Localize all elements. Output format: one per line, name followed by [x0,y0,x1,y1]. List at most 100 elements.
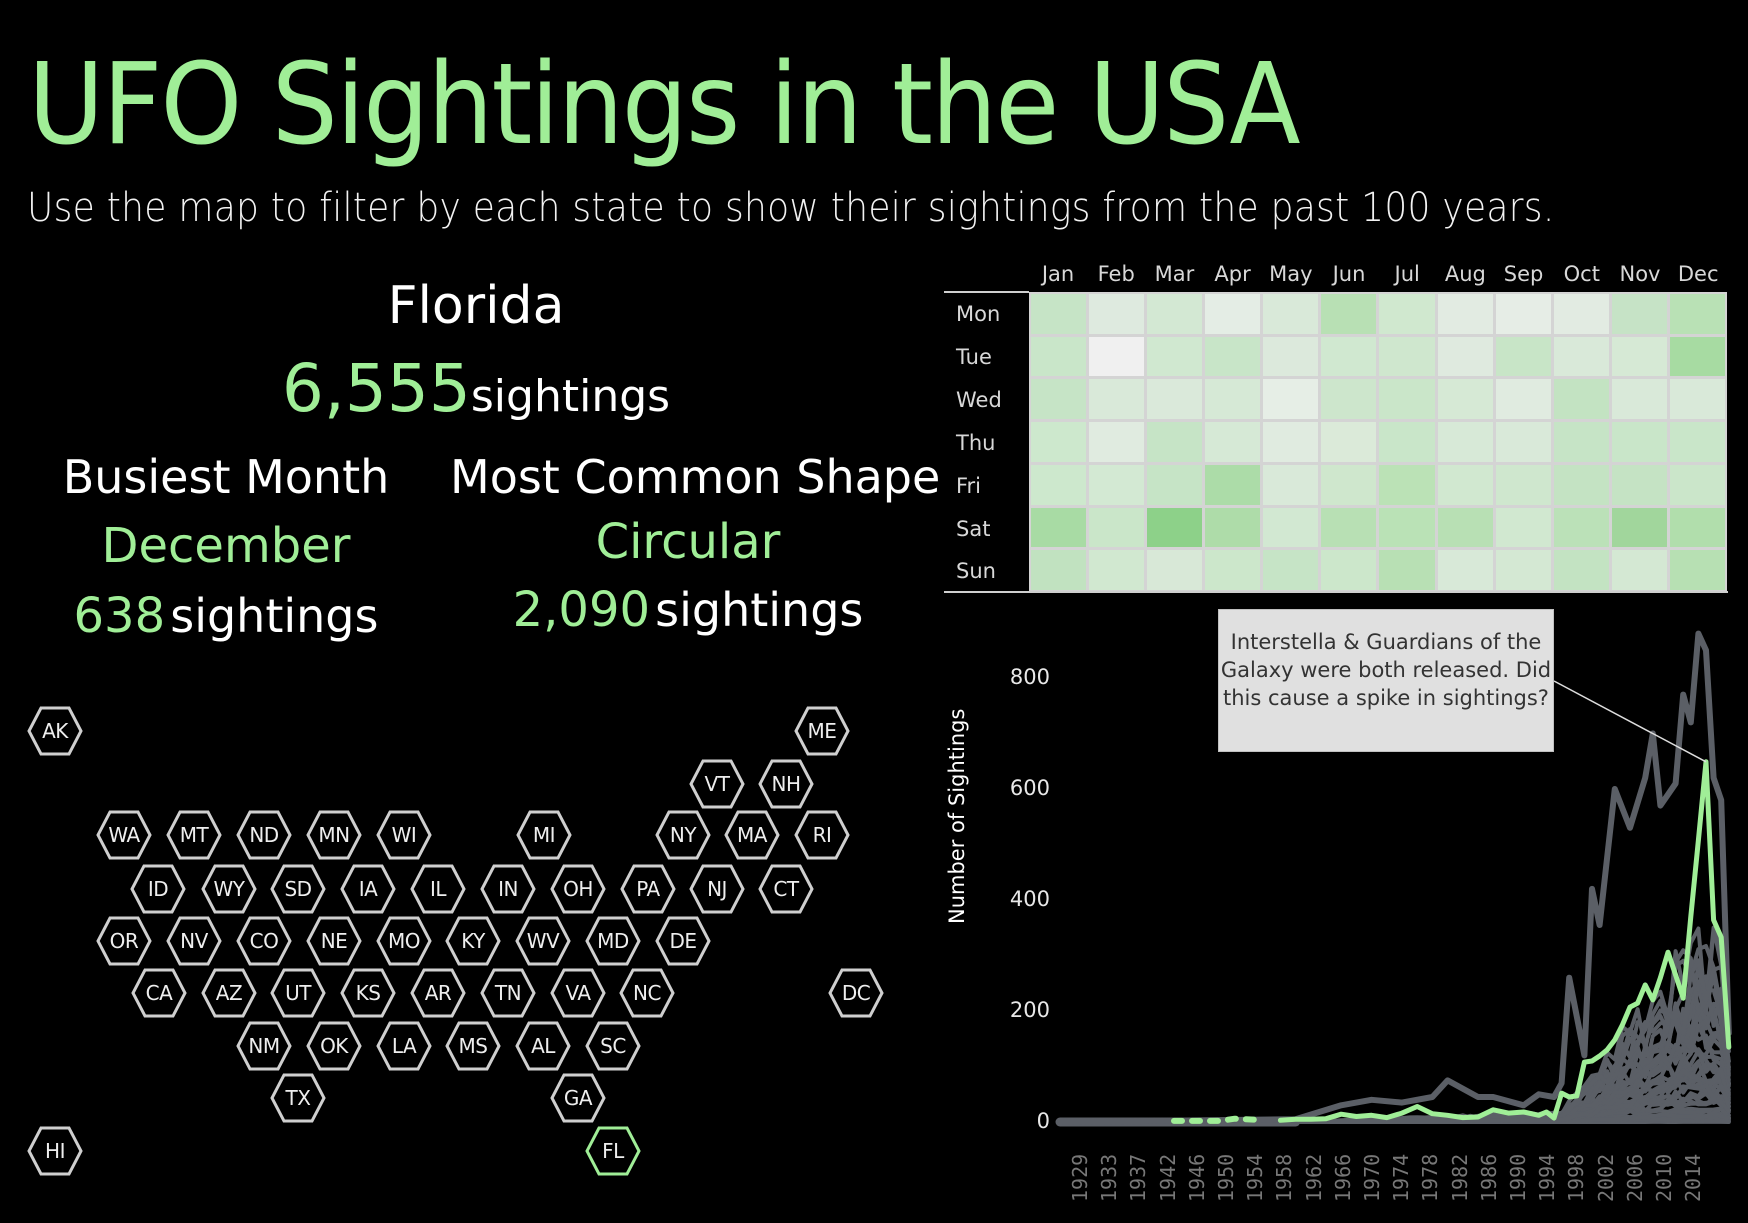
state-hex-vt[interactable]: VT [689,759,745,809]
state-hex-nm[interactable]: NM [236,1021,292,1071]
state-hex-ia[interactable]: IA [340,864,396,914]
heatmap-cell[interactable] [1495,464,1551,505]
state-hex-in[interactable]: IN [480,864,536,914]
state-hex-wy[interactable]: WY [201,864,257,914]
heatmap-cell[interactable] [1031,507,1087,548]
heatmap-cell[interactable] [1379,550,1435,590]
heatmap-cell[interactable] [1611,507,1667,548]
heatmap-cell[interactable] [1611,336,1667,377]
heatmap-cell[interactable] [1089,336,1145,377]
heatmap-cell[interactable] [1263,336,1319,377]
state-hex-pa[interactable]: PA [620,864,676,914]
heatmap-cell[interactable] [1611,550,1667,590]
heatmap-cell[interactable] [1437,294,1493,334]
heatmap-cell[interactable] [1263,507,1319,548]
state-hex-nv[interactable]: NV [166,916,222,966]
heatmap-cell[interactable] [1379,336,1435,377]
state-hex-wa[interactable]: WA [96,810,152,860]
state-hex-ny[interactable]: NY [655,810,711,860]
heatmap-cell[interactable] [1263,379,1319,420]
heatmap-cell[interactable] [1205,550,1261,590]
state-hex-id[interactable]: ID [130,864,186,914]
heatmap-cell[interactable] [1089,294,1145,334]
heatmap-cell[interactable] [1263,422,1319,462]
state-hex-ut[interactable]: UT [270,968,326,1018]
heatmap-cell[interactable] [1611,422,1667,462]
heatmap-cell[interactable] [1437,550,1493,590]
state-hex-ky[interactable]: KY [445,916,501,966]
heatmap-cell[interactable] [1031,464,1087,505]
heatmap-cell[interactable] [1611,379,1667,420]
heatmap-cell[interactable] [1553,422,1609,462]
heatmap-cell[interactable] [1669,379,1725,420]
state-hex-de[interactable]: DE [655,916,711,966]
heatmap-cell[interactable] [1553,464,1609,505]
state-hex-ok[interactable]: OK [306,1021,362,1071]
heatmap-cell[interactable] [1495,336,1551,377]
heatmap-cell[interactable] [1669,294,1725,334]
heatmap-cell[interactable] [1147,507,1203,548]
state-hex-ga[interactable]: GA [550,1073,606,1123]
heatmap-cell[interactable] [1031,422,1087,462]
heatmap-cell[interactable] [1263,550,1319,590]
heatmap-cell[interactable] [1031,550,1087,590]
state-hex-dc[interactable]: DC [828,968,884,1018]
state-hex-la[interactable]: LA [376,1021,432,1071]
heatmap-cell[interactable] [1205,464,1261,505]
heatmap-cell[interactable] [1553,550,1609,590]
heatmap-cell[interactable] [1031,379,1087,420]
heatmap-cell[interactable] [1379,294,1435,334]
heatmap-cell[interactable] [1553,379,1609,420]
state-hex-nh[interactable]: NH [758,759,814,809]
heatmap-cell[interactable] [1205,379,1261,420]
state-hex-mi[interactable]: MI [516,810,572,860]
heatmap-cell[interactable] [1669,422,1725,462]
heatmap-cell[interactable] [1031,294,1087,334]
heatmap-cell[interactable] [1379,464,1435,505]
state-hex-ma[interactable]: MA [724,810,780,860]
heatmap-cell[interactable] [1321,507,1377,548]
heatmap-cell[interactable] [1089,422,1145,462]
state-hex-or[interactable]: OR [96,916,152,966]
state-hex-il[interactable]: IL [410,864,466,914]
state-hex-co[interactable]: CO [236,916,292,966]
state-hex-al[interactable]: AL [515,1021,571,1071]
heatmap-cell[interactable] [1205,336,1261,377]
heatmap-cell[interactable] [1321,336,1377,377]
state-hex-mt[interactable]: MT [166,810,222,860]
state-hex-me[interactable]: ME [794,706,850,756]
heatmap-cell[interactable] [1669,336,1725,377]
heatmap-cell[interactable] [1147,550,1203,590]
heatmap-cell[interactable] [1089,464,1145,505]
heatmap-cell[interactable] [1379,507,1435,548]
heatmap-cell[interactable] [1263,464,1319,505]
heatmap-cell[interactable] [1437,379,1493,420]
heatmap-cell[interactable] [1495,507,1551,548]
heatmap-cell[interactable] [1147,336,1203,377]
state-hex-nj[interactable]: NJ [689,864,745,914]
heatmap-cell[interactable] [1147,294,1203,334]
state-hex-wi[interactable]: WI [376,810,432,860]
heatmap-cell[interactable] [1495,294,1551,334]
heatmap-cell[interactable] [1437,464,1493,505]
heatmap-cell[interactable] [1437,422,1493,462]
state-hex-tn[interactable]: TN [480,968,536,1018]
heatmap-cell[interactable] [1495,379,1551,420]
heatmap-cell[interactable] [1553,294,1609,334]
heatmap-cell[interactable] [1669,550,1725,590]
state-hex-ct[interactable]: CT [758,864,814,914]
heatmap-cell[interactable] [1321,379,1377,420]
state-hex-ks[interactable]: KS [340,968,396,1018]
heatmap-cell[interactable] [1669,464,1725,505]
state-hex-md[interactable]: MD [585,916,641,966]
state-hex-mn[interactable]: MN [306,810,362,860]
state-hex-va[interactable]: VA [550,968,606,1018]
heatmap-cell[interactable] [1205,294,1261,334]
heatmap-cell[interactable] [1147,464,1203,505]
state-hex-fl[interactable]: FL [585,1126,641,1176]
heatmap-cell[interactable] [1147,379,1203,420]
state-hex-oh[interactable]: OH [550,864,606,914]
heatmap-cell[interactable] [1089,550,1145,590]
heatmap-cell[interactable] [1263,294,1319,334]
